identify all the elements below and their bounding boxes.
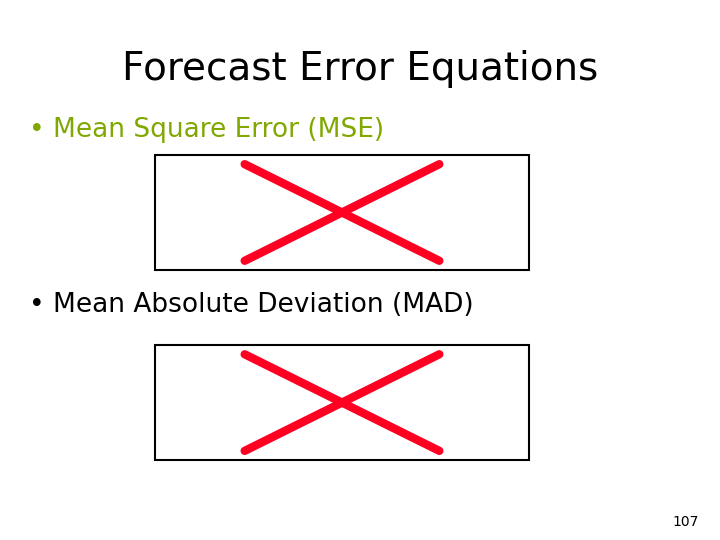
Text: Forecast Error Equations: Forecast Error Equations xyxy=(122,50,598,88)
Bar xyxy=(155,155,529,270)
Text: • Mean Absolute Deviation (MAD): • Mean Absolute Deviation (MAD) xyxy=(29,292,474,318)
Text: • Mean Square Error (MSE): • Mean Square Error (MSE) xyxy=(29,117,384,143)
Text: 107: 107 xyxy=(672,515,698,529)
Bar xyxy=(155,345,529,460)
